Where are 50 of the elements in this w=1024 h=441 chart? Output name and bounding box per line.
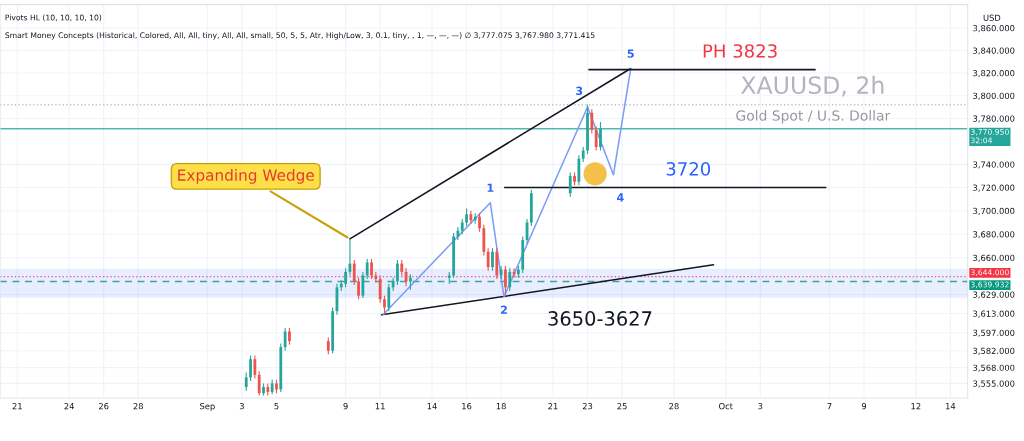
y-tick-label: 3,780.000 xyxy=(973,115,1015,123)
x-tick-label: 3 xyxy=(239,403,244,410)
x-tick-label: 28 xyxy=(669,403,679,410)
y-tick-label: 3,740.000 xyxy=(973,161,1015,169)
y-tick-label: 3,800.000 xyxy=(973,92,1015,100)
annotation: PH 3823 xyxy=(703,44,777,58)
x-tick-label: 14 xyxy=(427,403,437,410)
y-tick-label: 3,613.000 xyxy=(973,310,1015,318)
x-tick-label: 25 xyxy=(617,403,627,410)
x-tick-label: Oct xyxy=(719,403,733,410)
annotation: Expanding Wedge xyxy=(178,169,314,184)
x-tick-label: 28 xyxy=(133,403,143,410)
band-label: 3650-3627 xyxy=(548,311,652,326)
x-tick-label: 12 xyxy=(911,403,921,410)
x-tick-label: 21 xyxy=(12,403,22,410)
y-tick-label: 3,582.000 xyxy=(973,347,1015,355)
x-tick-label: 9 xyxy=(861,403,867,410)
x-tick-label: 21 xyxy=(548,403,558,410)
y-tick-label: 3,840.000 xyxy=(973,47,1015,55)
y-tick-label: 3,860.000 xyxy=(973,25,1015,33)
x-tick-label: 26 xyxy=(98,403,109,410)
x-tick-label: 9 xyxy=(343,403,348,410)
y-tick-label: 3,660.000 xyxy=(973,254,1015,262)
y-axis-title: USD xyxy=(983,14,1001,21)
text: Gold Spot / U.S. Dollar xyxy=(736,110,891,124)
x-tick-label: 7 xyxy=(827,403,832,410)
annotation: 3720 xyxy=(666,162,711,176)
y-tick-label: 3,597.000 xyxy=(973,329,1015,337)
annotation: 5 xyxy=(627,49,634,58)
y-tick-label: 3,820.000 xyxy=(973,70,1015,78)
x-tick-label: 5 xyxy=(274,403,279,410)
y-tick-label: 3,629.000 xyxy=(973,291,1015,299)
x-tick-label: 14 xyxy=(946,403,956,410)
x-tick-label: 16 xyxy=(462,403,472,410)
text: XAUUSD, 2h xyxy=(741,75,884,97)
x-tick-label: 3 xyxy=(758,403,763,410)
annotation: 3 xyxy=(576,86,583,96)
x-tick-label: Sep xyxy=(200,403,215,411)
x-tick-label: 24 xyxy=(64,403,74,410)
annotation: 2 xyxy=(501,305,507,314)
y-tick-label: 3,700.000 xyxy=(973,207,1015,215)
x-tick-label: 18 xyxy=(496,403,506,410)
annotation: 4 xyxy=(617,193,624,202)
x-tick-label: 11 xyxy=(375,403,385,410)
y-tick-label: 3,680.000 xyxy=(973,231,1015,239)
x-tick-label: 23 xyxy=(582,403,593,410)
y-tick-label: 3,555.000 xyxy=(973,380,1015,388)
annotation: 1 xyxy=(487,183,494,192)
y-tick-label: 3,568.000 xyxy=(973,364,1015,372)
y-tick-label: 3,720.000 xyxy=(973,184,1015,192)
